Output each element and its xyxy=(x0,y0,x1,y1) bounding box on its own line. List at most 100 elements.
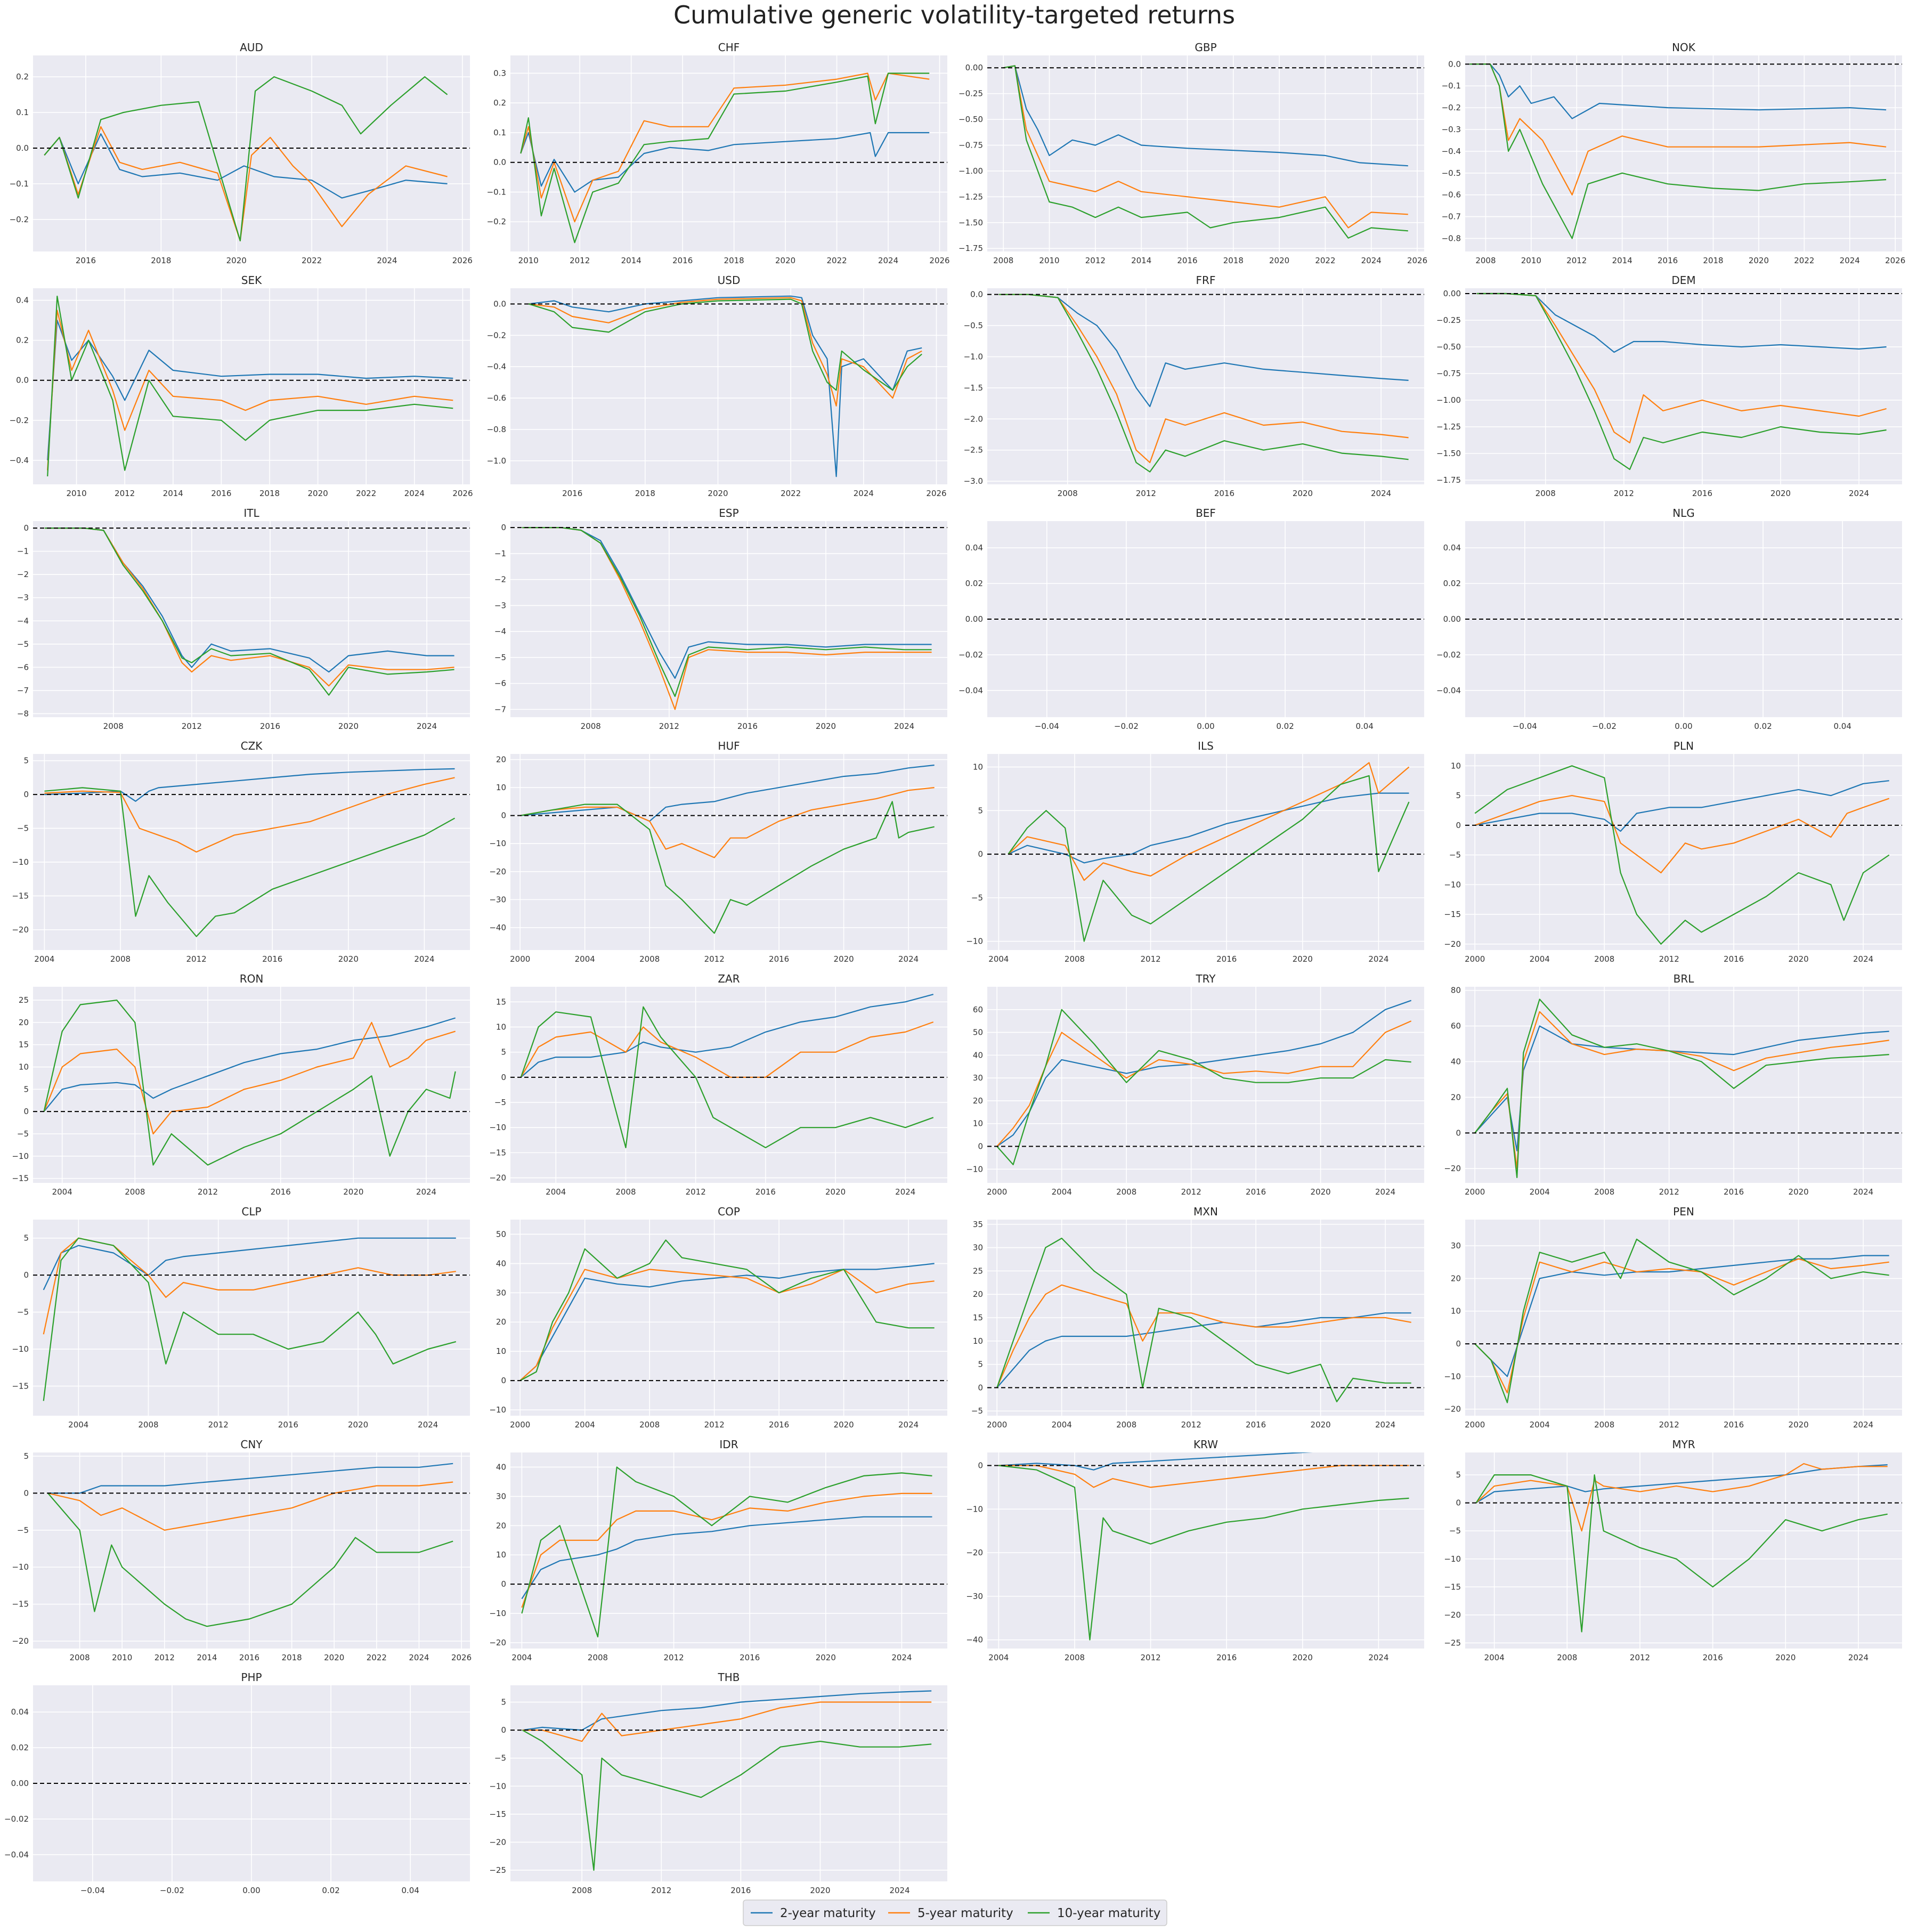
x-tick-label: 2016 xyxy=(76,256,96,265)
x-tick-label: 2016 xyxy=(740,1653,760,1662)
series-line-10-year-maturity xyxy=(1475,1474,1888,1633)
panel-frf: 2008 2012 2016 2020 2024 −3.0 −2.5 −2.0 −1.5 −1.0… xyxy=(964,274,1424,498)
y-tick-label: −0.3 xyxy=(1442,125,1461,134)
x-tick-label: 0.04 xyxy=(1833,721,1851,731)
y-tick-label: 25 xyxy=(19,995,29,1005)
y-tick-label: 0 xyxy=(501,1579,506,1589)
series-line-10-year-maturity xyxy=(43,1000,456,1166)
y-tick-label: −0.6 xyxy=(1442,190,1461,200)
y-tick-label: −10 xyxy=(489,839,506,848)
y-tick-label: −25 xyxy=(1444,1638,1461,1647)
series-line-10-year-maturity xyxy=(520,801,935,934)
x-tick-label: 2020 xyxy=(825,1187,846,1197)
x-tick-label: 2004 xyxy=(1530,1420,1550,1430)
y-tick-label: 0.04 xyxy=(11,1707,29,1717)
x-tick-label: 2024 xyxy=(898,1420,919,1430)
series-group xyxy=(519,1239,935,1382)
x-tick-label: −0.04 xyxy=(80,1886,105,1895)
y-tick-label: 0 xyxy=(978,1383,983,1392)
x-tick-label: 2004 xyxy=(52,1187,72,1197)
legend-item: 10-year maturity xyxy=(1028,1906,1160,1920)
plot-area xyxy=(1465,288,1902,484)
x-tick-label: 2016 xyxy=(1724,1420,1744,1430)
y-tick-label: 0 xyxy=(501,1376,506,1385)
plot-area xyxy=(33,55,470,251)
x-tick-label: 2014 xyxy=(163,489,183,498)
x-tick-label: 2000 xyxy=(987,1420,1007,1430)
series-line-5-year-maturity xyxy=(522,1701,932,1742)
y-tick-label: 0 xyxy=(501,811,506,821)
x-tick-label: 2024 xyxy=(878,256,898,265)
y-tick-label: 0 xyxy=(23,1488,29,1498)
x-tick-label: 2012 xyxy=(1630,1653,1650,1662)
x-tick-label: 2018 xyxy=(282,1653,302,1662)
x-tick-label: 2024 xyxy=(891,1653,912,1662)
x-tick-label: 2026 xyxy=(929,256,949,265)
x-tick-label: −0.02 xyxy=(160,1886,184,1895)
y-tick-label: 15 xyxy=(496,997,506,1006)
panel-title: CHF xyxy=(718,41,740,54)
x-tick-label: 2012 xyxy=(704,1420,725,1430)
y-tick-label: 0.0 xyxy=(493,158,506,167)
y-tick-label: −0.50 xyxy=(1436,342,1461,352)
x-tick-label: 2024 xyxy=(1853,954,1873,964)
panel-title: MXN xyxy=(1193,1205,1218,1218)
x-tick-label: 0.02 xyxy=(322,1886,339,1895)
y-tick-label: 0.2 xyxy=(16,72,29,82)
legend-label-10y: 10-year maturity xyxy=(1057,1906,1160,1920)
y-tick-label: −1.5 xyxy=(964,383,983,393)
y-tick-label: 50 xyxy=(496,1229,506,1239)
x-tick-label: 2024 xyxy=(1853,1420,1873,1430)
x-tick-label: 2016 xyxy=(239,1653,259,1662)
series-line-10-year-maturity xyxy=(44,787,456,937)
plot-area xyxy=(33,1220,470,1416)
x-tick-label: 2026 xyxy=(452,489,473,498)
y-tick-label: 20 xyxy=(973,1096,983,1106)
x-tick-label: 2020 xyxy=(834,954,854,964)
x-tick-label: 2020 xyxy=(1311,1420,1331,1430)
series-line-5-year-maturity xyxy=(521,1492,932,1608)
x-tick-label: 2024 xyxy=(1368,1653,1388,1662)
x-tick-label: 2020 xyxy=(810,1886,830,1895)
series-line-2-year-maturity xyxy=(520,764,935,822)
y-tick-label: 10 xyxy=(496,1022,506,1032)
x-tick-label: 2024 xyxy=(416,1187,436,1197)
series-group xyxy=(1474,765,1890,945)
y-tick-label: −40 xyxy=(966,1635,983,1645)
y-tick-label: 5 xyxy=(978,1360,983,1369)
series-line-5-year-maturity xyxy=(47,310,453,470)
series-line-10-year-maturity xyxy=(996,1237,1411,1402)
panel-title: AUD xyxy=(240,41,263,54)
y-tick-label: −15 xyxy=(1444,910,1461,919)
x-tick-label: 2020 xyxy=(775,256,795,265)
y-tick-label: 0 xyxy=(23,1270,29,1280)
x-tick-label: 0.04 xyxy=(401,1886,419,1895)
y-tick-label: 40 xyxy=(496,1462,506,1472)
series-line-2-year-maturity xyxy=(520,132,930,193)
y-tick-label: 0 xyxy=(23,1107,29,1116)
series-line-10-year-maturity xyxy=(45,527,454,696)
series-group xyxy=(44,76,448,241)
panel-esp: 2008 2012 2016 2020 2024 −7 −6 −5 −4 −3 −2 −1 0 ESP xyxy=(494,507,947,731)
y-tick-label: −10 xyxy=(489,1609,506,1618)
series-group xyxy=(47,1463,453,1627)
panel-title: HUF xyxy=(718,740,740,752)
plot-area xyxy=(510,1220,947,1416)
panel-gbp: 2008 2010 2012 2014 2016 2018 2020 2022 2024 2026… xyxy=(958,41,1427,265)
panel-cop: 2000 2004 2008 2012 2016 2020 2024 −10 0 10 20 30 40… xyxy=(489,1205,947,1430)
y-tick-label: 10 xyxy=(19,1062,29,1072)
y-tick-label: −3 xyxy=(17,593,29,603)
series-group xyxy=(1477,293,1887,470)
x-tick-label: 2024 xyxy=(854,489,874,498)
y-tick-label: −10 xyxy=(1444,880,1461,889)
y-tick-label: −20 xyxy=(1444,1405,1461,1414)
y-tick-label: 40 xyxy=(973,1050,983,1060)
series-line-10-year-maturity xyxy=(996,1009,1411,1165)
series-group xyxy=(44,768,456,937)
x-tick-label: 2018 xyxy=(259,489,280,498)
x-tick-label: 2020 xyxy=(324,1653,344,1662)
x-tick-label: 2016 xyxy=(1692,489,1712,498)
x-tick-label: 2016 xyxy=(1216,1653,1237,1662)
x-tick-label: 2020 xyxy=(226,256,247,265)
y-tick-label: 20 xyxy=(496,755,506,765)
